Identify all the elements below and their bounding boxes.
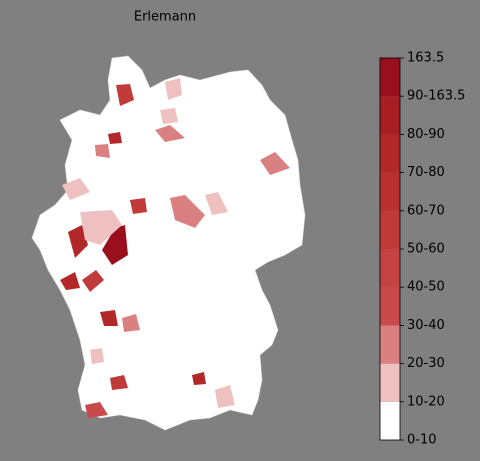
district <box>62 178 90 200</box>
district <box>116 84 134 106</box>
colorbar-label: 90-163.5 <box>407 89 465 104</box>
district <box>205 192 228 215</box>
colorbar-segment <box>380 210 400 249</box>
district <box>108 132 122 144</box>
colorbar-label: 50-60 <box>407 242 445 257</box>
district <box>192 372 206 385</box>
colorbar-segment <box>380 172 400 211</box>
district <box>260 152 290 175</box>
colorbar: 0-10 10-20 20-30 30-40 40-50 50-60 60-70 70-80 8… <box>379 51 465 448</box>
district <box>160 108 178 124</box>
district <box>80 210 122 245</box>
district-highlights <box>60 78 290 418</box>
district <box>102 225 128 265</box>
colorbar-segment <box>380 249 400 288</box>
district <box>90 348 104 364</box>
district <box>85 402 108 418</box>
colorbar-segment <box>380 58 400 97</box>
colorbar-segment <box>380 96 400 135</box>
colorbar-segment <box>380 134 400 173</box>
colorbar-label: 30-40 <box>407 318 445 333</box>
district <box>130 198 147 214</box>
colorbar-label: 80-90 <box>407 127 445 142</box>
district <box>215 385 235 408</box>
colorbar-segment <box>380 363 400 402</box>
germany-map <box>31 55 306 431</box>
district <box>82 270 104 292</box>
district <box>165 78 182 100</box>
district <box>155 125 185 142</box>
district <box>68 225 88 258</box>
colorbar-label: 163.5 <box>407 51 444 66</box>
district <box>60 272 80 290</box>
district <box>170 195 205 228</box>
colorbar-label: 40-50 <box>407 280 445 295</box>
colorbar-label: 60-70 <box>407 203 445 218</box>
district <box>122 314 140 332</box>
district <box>110 375 128 390</box>
colorbar-segment <box>380 401 400 440</box>
map-title: Erlemann <box>134 10 196 25</box>
colorbar-label: 20-30 <box>407 356 445 371</box>
colorbar-segment <box>380 287 400 326</box>
district <box>100 310 118 326</box>
colorbar-label: 70-80 <box>407 165 445 180</box>
colorbar-segment <box>380 325 400 364</box>
colorbar-label: 10-20 <box>407 394 445 409</box>
district <box>95 144 110 158</box>
colorbar-label: 0-10 <box>407 433 437 448</box>
